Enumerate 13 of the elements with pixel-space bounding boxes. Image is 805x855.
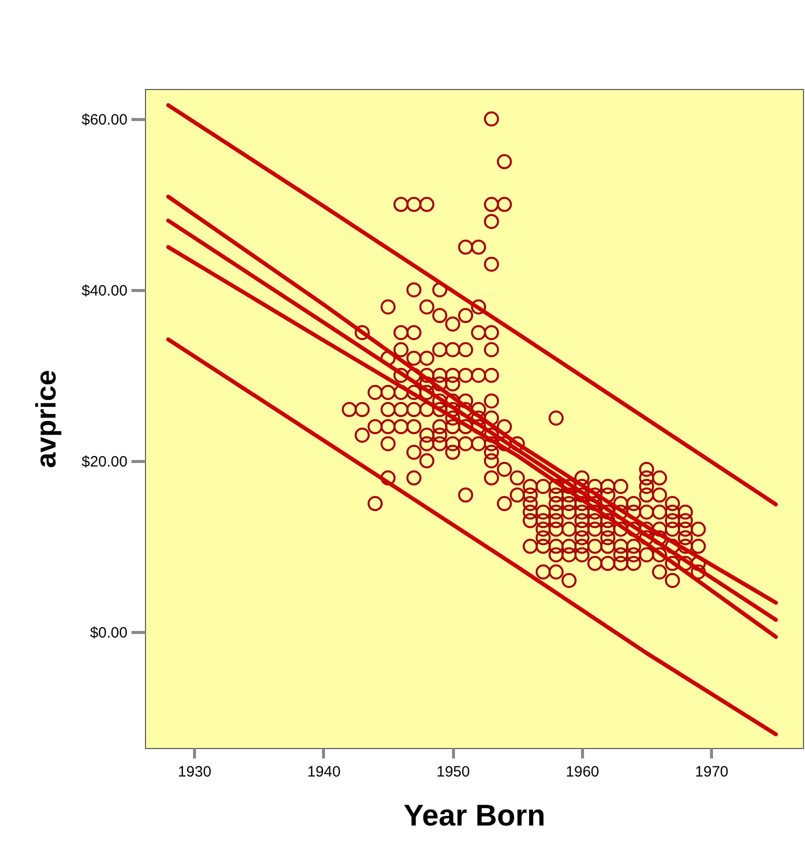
- x-tick-label: 1930: [178, 764, 212, 780]
- x-tick-label: 1950: [436, 764, 470, 780]
- line-series: [166, 337, 778, 736]
- y-axis-title: avprice: [30, 370, 62, 468]
- y-tick-label: $0.00: [90, 624, 128, 642]
- line-series: [166, 103, 778, 506]
- x-tick-label: 1960: [566, 764, 600, 780]
- y-tick-label: $20.00: [82, 453, 128, 470]
- x-axis-title: Year Born: [404, 800, 546, 832]
- y-tick-label: $60.00: [82, 111, 128, 128]
- y-tick-label: $40.00: [82, 282, 128, 300]
- x-tick-label: 1940: [307, 764, 341, 780]
- x-tick-label: 1970: [695, 764, 728, 780]
